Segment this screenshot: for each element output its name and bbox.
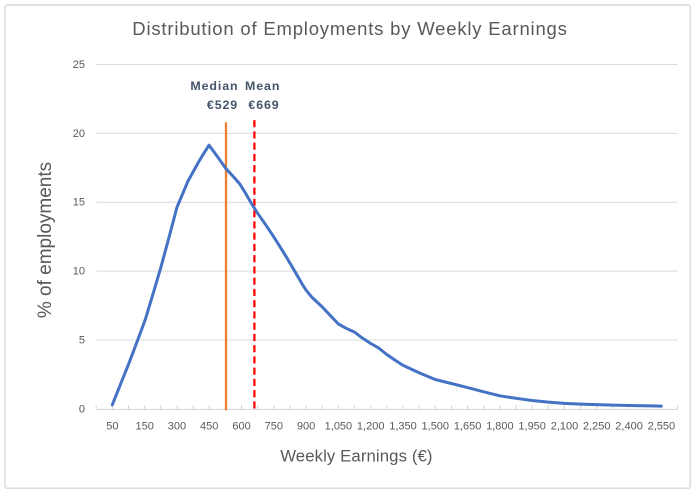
svg-text:1,050: 1,050: [325, 420, 353, 432]
svg-text:300: 300: [168, 420, 186, 432]
svg-text:1,350: 1,350: [389, 420, 417, 432]
svg-text:50: 50: [106, 420, 118, 432]
svg-text:Distribution of Employments by: Distribution of Employments by Weekly Ea…: [132, 18, 567, 39]
svg-text:600: 600: [232, 420, 250, 432]
svg-text:20: 20: [73, 128, 85, 140]
svg-text:2,250: 2,250: [583, 420, 611, 432]
svg-text:150: 150: [135, 420, 153, 432]
svg-text:1,200: 1,200: [357, 420, 385, 432]
svg-text:1,800: 1,800: [486, 420, 514, 432]
svg-text:2,100: 2,100: [551, 420, 579, 432]
svg-text:10: 10: [73, 266, 85, 278]
svg-text:1,950: 1,950: [518, 420, 546, 432]
svg-text:750: 750: [265, 420, 283, 432]
svg-text:450: 450: [200, 420, 218, 432]
svg-text:0: 0: [79, 403, 85, 415]
svg-text:2,400: 2,400: [615, 420, 643, 432]
svg-text:Median: Median: [190, 79, 238, 93]
svg-text:2,550: 2,550: [648, 420, 676, 432]
svg-text:1,500: 1,500: [422, 420, 450, 432]
svg-text:5: 5: [79, 334, 85, 346]
svg-text:900: 900: [297, 420, 315, 432]
svg-text:% of employments: % of employments: [35, 162, 56, 318]
svg-text:€669: €669: [248, 98, 279, 112]
svg-text:1,650: 1,650: [454, 420, 482, 432]
svg-text:25: 25: [73, 59, 85, 71]
svg-text:Mean: Mean: [245, 79, 280, 93]
svg-text:15: 15: [73, 197, 85, 209]
svg-text:€529: €529: [207, 98, 238, 112]
svg-text:Weekly Earnings (€): Weekly Earnings (€): [280, 447, 432, 466]
